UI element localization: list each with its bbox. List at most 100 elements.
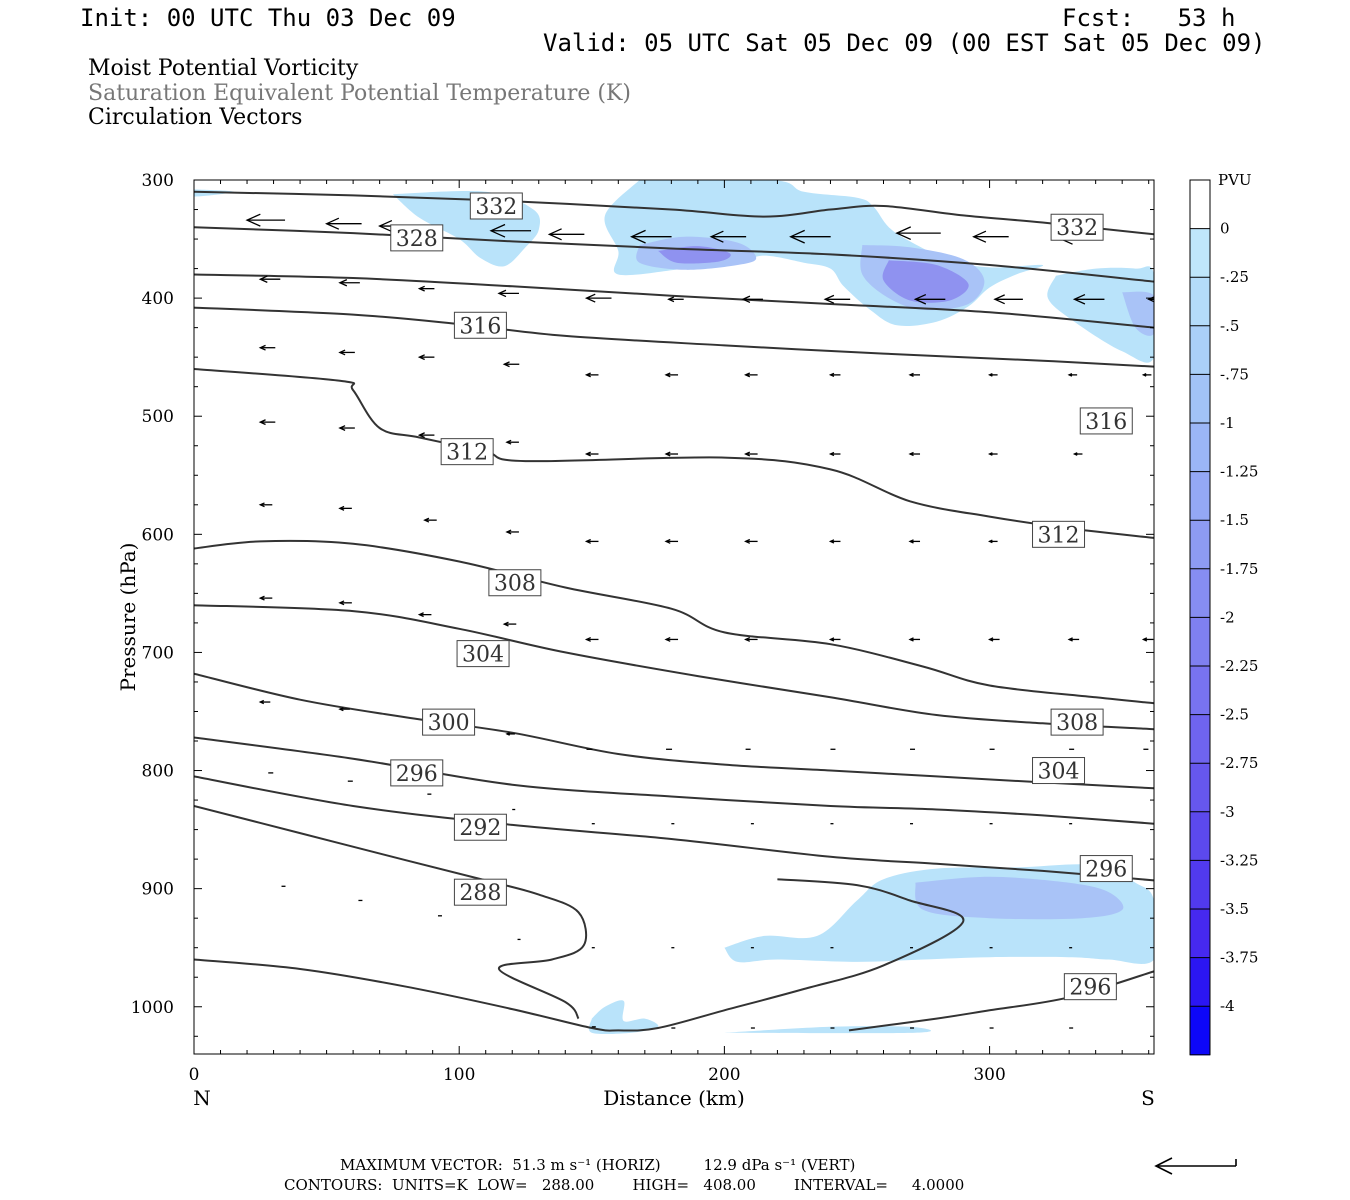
vector-head [664,636,671,642]
title-mpv: Moist Potential Vorticity [88,56,359,81]
x-tick-label: 300 [973,1065,1005,1085]
vector-head [664,451,671,457]
contour-label-box [453,878,507,906]
contour-label: 296 [396,762,438,787]
vector-head [325,217,340,230]
title-vectors: Circulation Vectors [88,105,303,130]
y-tick-label: 1000 [131,998,174,1018]
vector-head [417,354,425,361]
contour-label-box [469,192,523,220]
vector-head [258,502,265,508]
vector-head [258,699,265,705]
colorbar-label: -2.25 [1220,657,1258,675]
colorbar-label: -1 [1220,414,1235,432]
max-vector-text: MAXIMUM VECTOR: 51.3 m s⁻¹ (HORIZ) 12.9 … [340,1156,856,1174]
vector-head [245,213,261,227]
y-tick-label: 800 [142,762,174,782]
vector-head [1141,373,1147,377]
vector-head [789,229,805,244]
vector-head [584,538,591,544]
pv-shading [194,180,1154,1035]
vector-head [667,296,675,303]
contour-line-332 [194,190,1154,236]
contour-label: 304 [1038,760,1080,785]
colorbar-label: -3.75 [1220,949,1258,967]
colorbar-label: -3 [1220,803,1235,821]
y-tick-label: 600 [142,525,174,545]
contour-label-box [1079,855,1133,883]
vector-head [908,372,914,378]
vector-head [338,279,348,287]
contour-label: 312 [1038,523,1080,548]
vector-head [584,293,596,303]
vector-head [828,372,835,378]
contour-line-300 [194,736,1154,825]
vector-head [338,600,345,606]
contour-label: 296 [1085,858,1127,883]
pv-region [588,1000,659,1035]
vector-head [258,275,268,283]
contour-line-304 [194,672,1154,790]
colorbar: 0 -.25 -.5 -.75 -1 -1.25 -1.5 -1.75 -2 -2.25 -2.5 -… [1189,171,1258,1056]
colorbar-label: -2.75 [1220,754,1258,772]
colorbar-label: -.25 [1220,268,1249,286]
contour-label: 332 [1056,216,1098,241]
contour-label-box [488,569,542,597]
contour-label: 300 [428,711,470,736]
contour-label: 316 [1085,410,1127,435]
contour-label-box [1063,973,1117,1001]
contour-line-288 [194,878,965,1032]
vector-head [1072,293,1086,305]
vector-head [664,372,671,378]
colorbar-label: -3.5 [1220,900,1249,918]
vector-head [423,517,430,523]
x-tick-label: 100 [443,1065,475,1085]
colorbar-swatch [1190,374,1210,424]
colorbar-swatch [1190,714,1210,764]
contour-line-308 [194,604,1154,731]
vector-head [417,285,425,292]
x-tick-label: 200 [708,1065,740,1085]
colorbar-swatch [1190,180,1210,230]
theta-es-contours [194,190,1154,1032]
colorbar-swatch [1190,811,1210,861]
vector-head [1147,296,1154,303]
vector-head [1141,637,1148,642]
endpoint-south: S [1141,1086,1155,1110]
init-time: Init: 00 UTC Thu 03 Dec 09 [80,4,456,32]
contour-label-box [440,438,494,466]
vector-head [417,432,425,439]
vector-head [828,539,835,544]
vector-head [258,344,266,351]
y-axis-title: Pressure (hPa) [116,543,140,692]
vector-head [744,636,751,642]
contour-line-328 [194,226,1154,283]
vector-head [584,372,591,378]
contour-line-296 [194,775,1154,882]
contour-label-box [1050,708,1104,736]
x-axis-title: Distance (km) [603,1086,745,1110]
y-tick-label: 500 [142,407,174,427]
vector-head [823,294,835,304]
contour-label-box [422,708,476,736]
reference-vector [1154,1157,1237,1175]
vector-head [502,361,510,368]
contour-info-text: CONTOURS: UNITS=K LOW= 288.00 HIGH= 408.… [284,1176,965,1194]
vector-head [908,451,914,457]
vector-head [744,538,751,544]
vector-head [629,229,646,244]
contour-label-box [456,640,510,668]
vector-head [505,439,512,445]
contour-label: 328 [396,227,438,252]
vector-head [505,529,512,535]
vector-head [417,612,424,618]
valid-time: Valid: 05 UTC Sat 05 Dec 09 (00 EST Sat … [543,29,1266,57]
y-tick-label: 400 [142,289,174,309]
colorbar-label: -.5 [1220,317,1239,335]
contour-label-box [1050,213,1104,241]
contour-label: 288 [459,881,501,906]
vector-head [489,223,506,238]
colorbar-swatch [1190,423,1210,473]
contour-label-box [1032,520,1086,548]
